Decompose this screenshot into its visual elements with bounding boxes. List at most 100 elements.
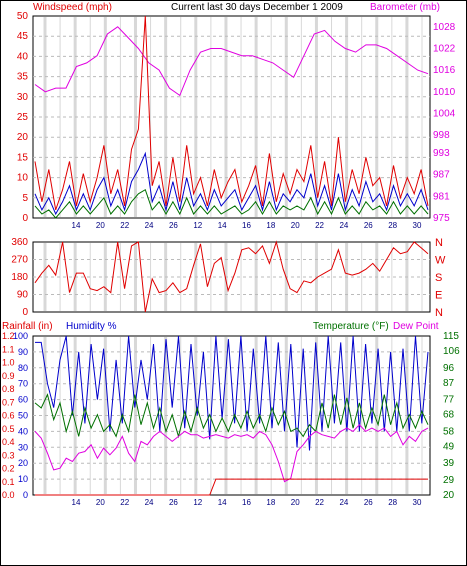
series-temperature: [34, 393, 429, 439]
temperature-tick-label: 39: [443, 458, 455, 469]
temperature-tick-label: 20: [443, 490, 455, 501]
windspeed-tick-label: 25: [17, 112, 29, 123]
temperature-tick-label: 49: [443, 441, 455, 452]
x-tick-label: 26: [364, 221, 373, 230]
series-rainfall: [35, 478, 428, 496]
windspeed-tick-label: 10: [17, 173, 29, 184]
barometer-tick-label: 993: [433, 148, 450, 159]
x-tick-label: 22: [120, 221, 129, 230]
x-tick-label: 14: [72, 221, 81, 230]
windspeed-tick-label: 0: [22, 213, 28, 224]
humidity-tick-label: 30: [18, 442, 28, 452]
humidity-tick-label: 20: [18, 458, 28, 468]
barometer-tick-label: 987: [433, 170, 450, 181]
windspeed-tick-label: 50: [17, 11, 29, 22]
x-tick-label: 24: [145, 221, 154, 230]
rainfall-tick-label: 0.5: [2, 424, 15, 434]
series-direction: [34, 240, 429, 313]
x-tick-label: 18: [266, 221, 275, 230]
chart-title: Current last 30 days December 1 2009: [171, 2, 343, 13]
temperature-tick-label: 77: [443, 395, 455, 406]
rainfall-tick-label: 0.3: [2, 450, 15, 460]
x-tick-label: 14: [72, 498, 81, 507]
windspeed-axis-title: Windspeed (mph): [33, 2, 112, 13]
x-tick-label: 28: [388, 498, 397, 507]
windspeed-tick-label: 20: [17, 132, 29, 143]
x-tick-label: 20: [291, 498, 300, 507]
direction-degree-tick-label: 0: [22, 307, 28, 318]
direction-degree-tick-label: 90: [17, 290, 29, 301]
series-barometer: [34, 26, 429, 97]
x-tick-label: 28: [388, 221, 397, 230]
windspeed-tick-label: 45: [17, 31, 29, 42]
x-tick-label: 14: [218, 221, 227, 230]
direction-compass-tick-label: N: [435, 307, 443, 319]
x-tick-label: 20: [96, 498, 105, 507]
rainfall-tick-label: 1.1: [2, 344, 15, 354]
rainfall-tick-label: 0.0: [2, 490, 15, 500]
temperature-tick-label: 29: [443, 475, 455, 486]
temperature-axis-title: Temperature (°F): [313, 321, 389, 332]
humidity-tick-label: 80: [18, 363, 28, 373]
rainfall-tick-label: 0.4: [2, 437, 15, 447]
windspeed-tick-label: 5: [22, 193, 28, 204]
series-low-wind: [34, 188, 429, 219]
x-tick-label: 22: [315, 221, 324, 230]
rainfall-tick-label: 1.0: [2, 358, 15, 368]
x-tick-label: 30: [413, 221, 422, 230]
wind-barometer-panel: 14 20 22 24 26 12 14 16 18 20 22 24 26 28 30 0 5 10 15 20 25…: [17, 11, 456, 230]
x-tick-label: 16: [242, 221, 251, 230]
x-tick-label: 24: [339, 221, 348, 230]
barometer-tick-label: 1016: [433, 65, 456, 76]
x-tick-label: 22: [120, 498, 129, 507]
direction-degree-tick-label: 180: [11, 272, 28, 283]
humidity-tick-label: 100: [13, 331, 28, 341]
rainfall-tick-label: 0.8: [2, 384, 15, 394]
barometer-tick-label: 1004: [433, 108, 456, 119]
windspeed-tick-label: 15: [17, 152, 29, 163]
rainfall-tick-label: 0.7: [2, 397, 15, 407]
x-tick-label: 24: [145, 498, 154, 507]
windspeed-tick-label: 40: [17, 51, 29, 62]
rainfall-axis-title: Rainfall (in): [2, 321, 53, 332]
barometer-tick-label: 1010: [433, 87, 456, 98]
x-tick-label: 18: [266, 498, 275, 507]
temperature-tick-label: 68: [443, 410, 455, 421]
barometer-axis-title: Barometer (mb): [370, 2, 440, 13]
series-avg-wind: [34, 151, 429, 216]
humidity-tick-label: 10: [18, 474, 28, 484]
rainfall-tick-label: 0.6: [2, 411, 15, 421]
rainfall-tick-label: 0.2: [2, 464, 15, 474]
rain-humidity-temp-panel: 14 20 22 24 26 12 14 16 18 20 22 24 26 28 30 0.0 0.1 0.2 0…: [2, 331, 460, 507]
rainfall-tick-label: 0.1: [2, 477, 15, 487]
humidity-tick-label: 40: [18, 426, 28, 436]
x-tick-label: 26: [169, 221, 178, 230]
direction-compass-tick-label: N: [435, 237, 443, 249]
barometer-tick-label: 1028: [433, 22, 456, 33]
series-dew-point: [34, 423, 429, 483]
temperature-tick-label: 106: [443, 346, 460, 357]
humidity-axis-title: Humidity %: [66, 321, 117, 332]
direction-compass-tick-label: W: [435, 255, 446, 267]
dewpoint-axis-title: Dew Point: [393, 321, 439, 332]
barometer-tick-label: 981: [433, 191, 450, 202]
x-tick-label: 26: [169, 498, 178, 507]
humidity-tick-label: 0: [23, 490, 28, 500]
x-tick-label: 16: [242, 498, 251, 507]
windspeed-tick-label: 30: [17, 92, 29, 103]
series-humidity: [35, 335, 429, 451]
x-tick-label: 22: [315, 498, 324, 507]
barometer-tick-label: 1022: [433, 43, 456, 54]
rainfall-tick-label: 0.9: [2, 371, 15, 381]
rainfall-tick-label: 1.2: [2, 331, 15, 341]
direction-degree-tick-label: 270: [11, 255, 28, 266]
direction-degree-tick-label: 360: [11, 237, 28, 248]
x-tick-label: 12: [193, 498, 202, 507]
x-tick-label: 24: [339, 498, 348, 507]
humidity-tick-label: 60: [18, 395, 28, 405]
humidity-tick-label: 90: [18, 347, 28, 357]
x-tick-label: 12: [193, 221, 202, 230]
direction-compass-tick-label: S: [435, 272, 442, 284]
